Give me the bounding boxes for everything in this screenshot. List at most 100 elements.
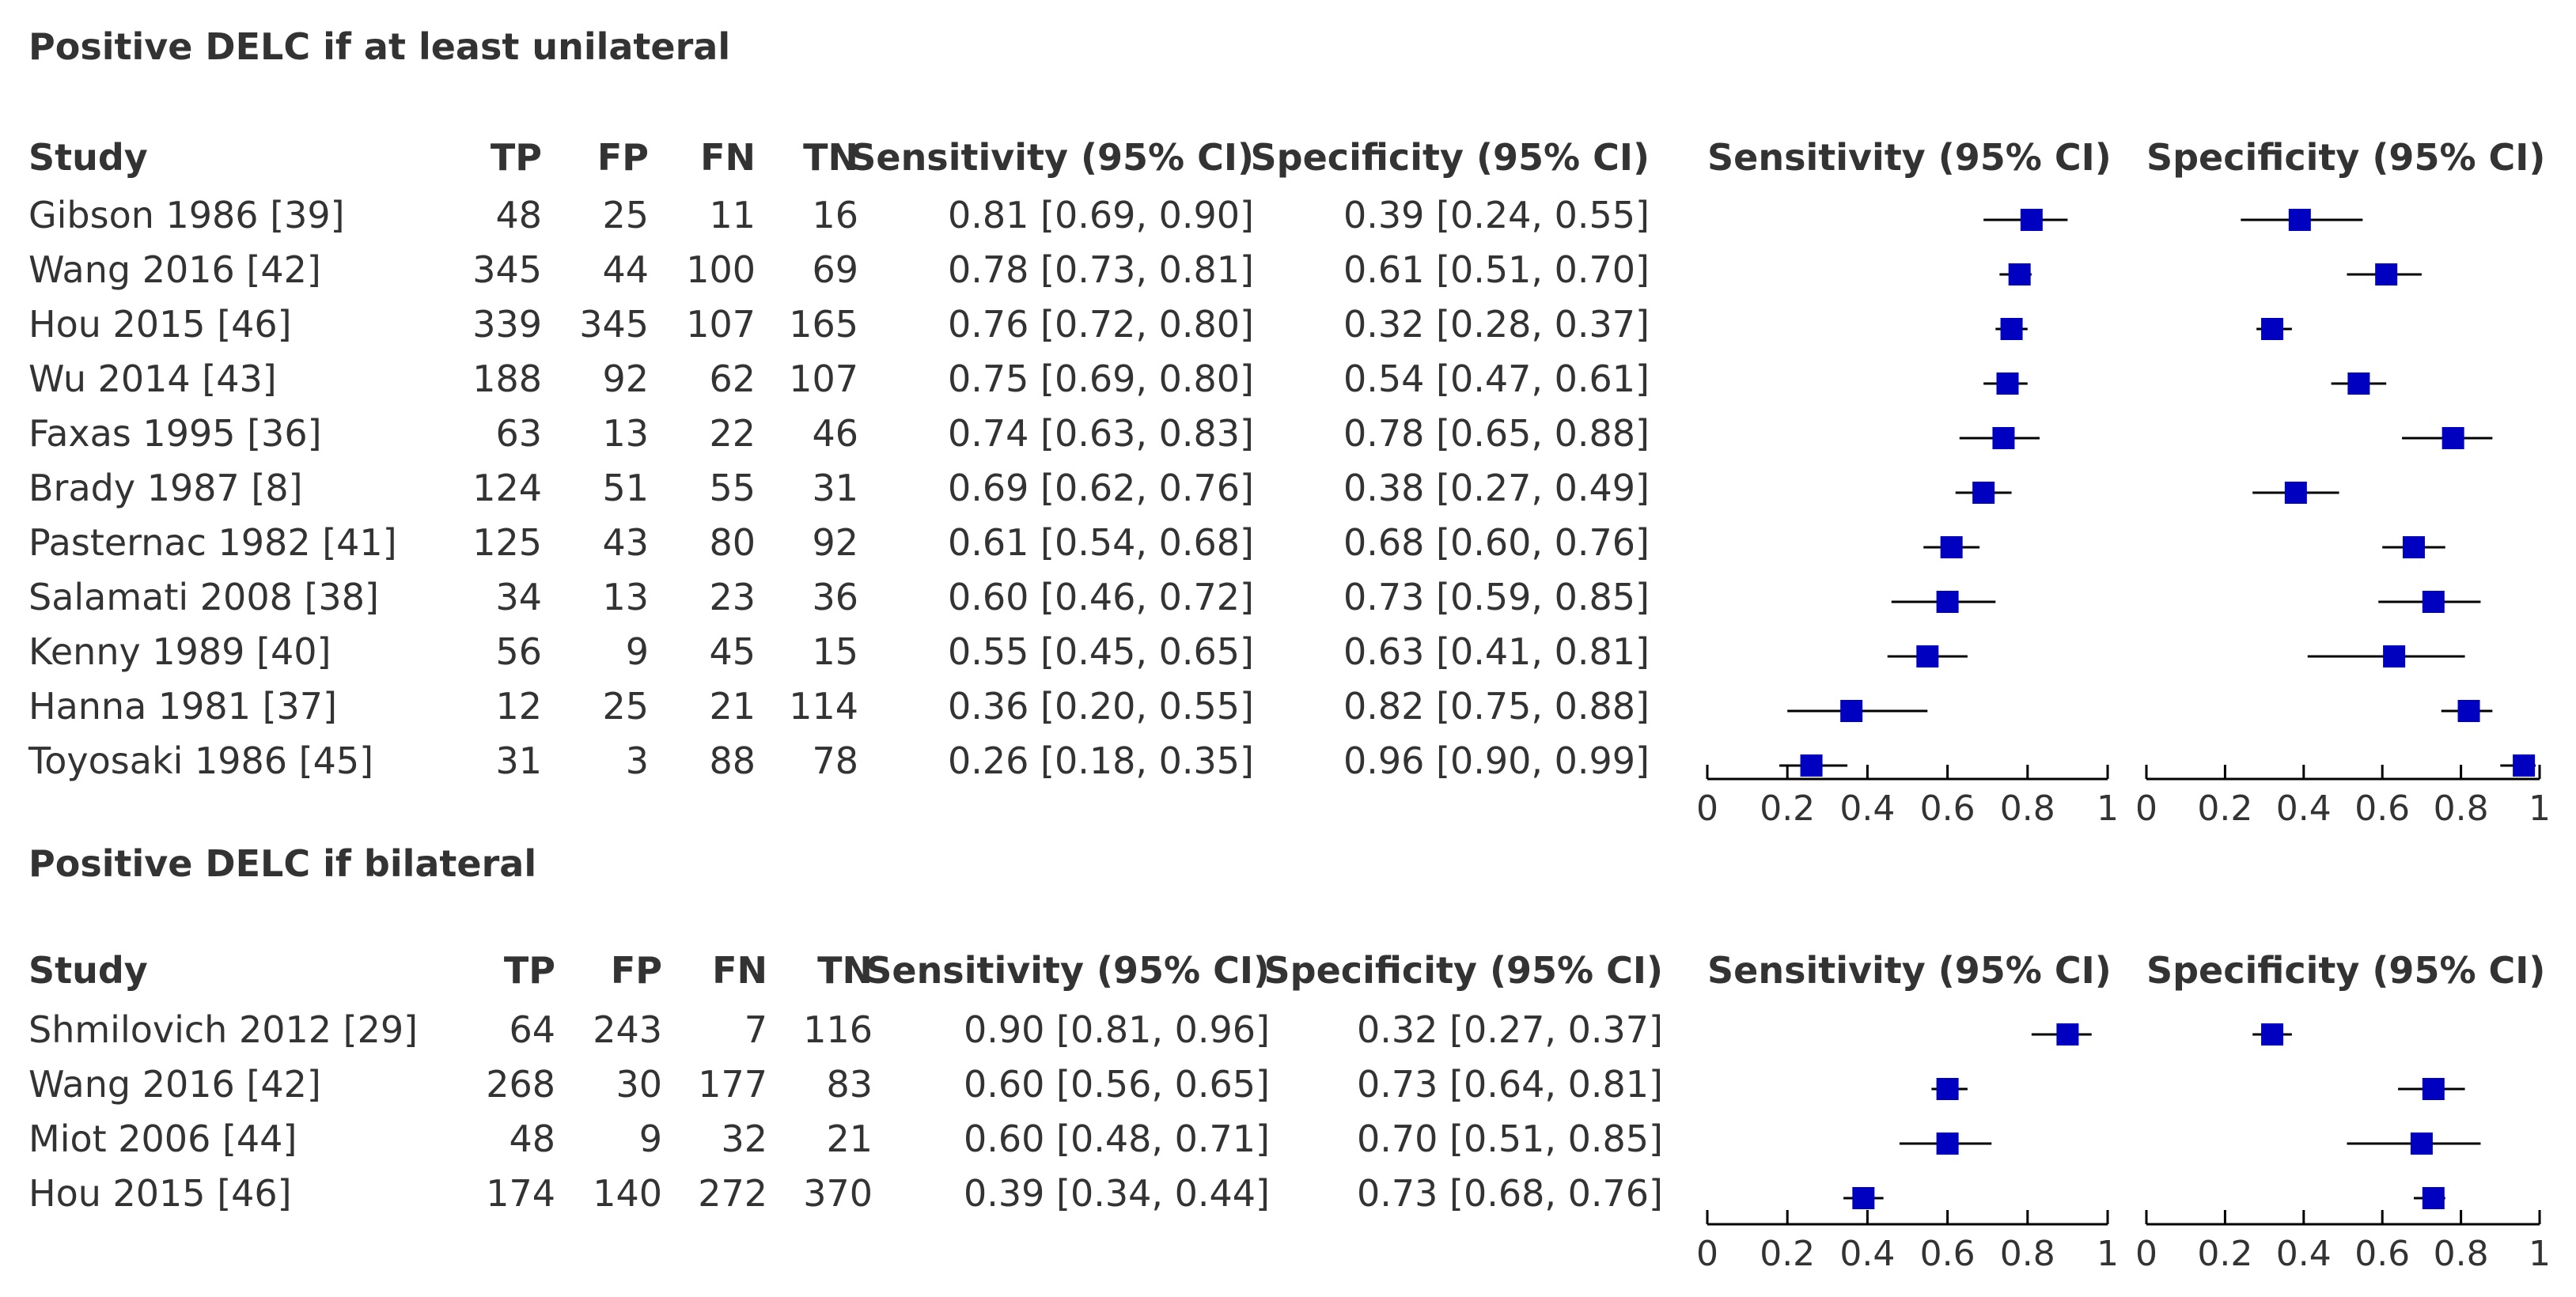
point-estimate-sensitivity	[1936, 591, 1959, 613]
col-header-fn: FN	[700, 136, 756, 179]
cell-tp: 124	[472, 467, 542, 509]
cell-specificity: 0.70 [0.51, 0.85]	[1356, 1117, 1663, 1160]
cell-specificity: 0.73 [0.68, 0.76]	[1356, 1172, 1663, 1215]
cell-specificity: 0.54 [0.47, 0.61]	[1343, 357, 1650, 400]
cell-specificity: 0.39 [0.24, 0.55]	[1343, 194, 1650, 236]
cell-tp: 268	[486, 1063, 555, 1106]
cell-fn: 23	[709, 576, 756, 618]
cell-specificity: 0.63 [0.41, 0.81]	[1343, 630, 1650, 673]
study-name: Kenny 1989 [40]	[28, 630, 331, 673]
cell-fp: 3	[625, 739, 649, 782]
point-estimate-specificity	[2513, 754, 2536, 777]
col-header-fp: FP	[597, 136, 649, 179]
cell-specificity: 0.73 [0.64, 0.81]	[1356, 1063, 1663, 1106]
point-estimate-specificity	[2422, 591, 2445, 613]
tick-label: 0.6	[1920, 788, 1976, 829]
tick-label: 0.2	[1760, 788, 1815, 829]
cell-specificity: 0.68 [0.60, 0.76]	[1343, 521, 1650, 564]
point-estimate-specificity	[2422, 1078, 2445, 1100]
cell-sensitivity: 0.60 [0.56, 0.65]	[963, 1063, 1270, 1106]
col-header-sensitivity: Sensitivity (95% CI)	[850, 136, 1254, 179]
point-estimate-sensitivity	[1972, 482, 1995, 504]
point-estimate-specificity	[2288, 209, 2311, 231]
cell-fp: 25	[602, 685, 649, 728]
plot-header-sensitivity: Sensitivity (95% CI)	[1707, 136, 2112, 179]
cell-fp: 345	[579, 303, 649, 346]
cell-sensitivity: 0.69 [0.62, 0.76]	[947, 467, 1254, 509]
cell-tn: 370	[803, 1172, 873, 1215]
point-estimate-sensitivity	[1996, 372, 2019, 395]
cell-sensitivity: 0.60 [0.46, 0.72]	[947, 576, 1254, 618]
cell-sensitivity: 0.75 [0.69, 0.80]	[947, 357, 1254, 400]
cell-tn: 16	[812, 194, 858, 236]
tick-label: 0	[2135, 1234, 2157, 1274]
cell-tn: 83	[826, 1063, 873, 1106]
point-estimate-sensitivity	[2056, 1023, 2079, 1046]
cell-fn: 62	[709, 357, 756, 400]
tick-label: 0.8	[2434, 788, 2489, 829]
tick-label: 0.2	[2197, 1234, 2252, 1274]
col-header-fn: FN	[712, 949, 767, 992]
cell-tn: 15	[812, 630, 858, 673]
study-name: Wang 2016 [42]	[28, 248, 321, 291]
cell-fn: 100	[686, 248, 756, 291]
point-estimate-specificity	[2422, 1187, 2445, 1209]
col-header-tp: TP	[503, 949, 555, 992]
cell-fn: 22	[709, 412, 756, 455]
cell-fn: 32	[721, 1117, 767, 1160]
col-header-sensitivity: Sensitivity (95% CI)	[866, 949, 1270, 992]
cell-specificity: 0.32 [0.27, 0.37]	[1356, 1008, 1663, 1051]
cell-tn: 78	[812, 739, 858, 782]
tick-label: 1	[2529, 788, 2551, 829]
cell-tn: 165	[789, 303, 858, 346]
tick-label: 0.4	[1839, 1234, 1895, 1274]
cell-fp: 30	[616, 1063, 662, 1106]
tick-label: 0.2	[2197, 788, 2252, 829]
cell-specificity: 0.61 [0.51, 0.70]	[1343, 248, 1650, 291]
cell-specificity: 0.32 [0.28, 0.37]	[1343, 303, 1650, 346]
point-estimate-sensitivity	[1936, 1078, 1959, 1100]
cell-fp: 92	[602, 357, 649, 400]
study-name: Faxas 1995 [36]	[28, 412, 322, 455]
col-header-study: Study	[28, 949, 148, 992]
tick-label: 0.6	[2354, 1234, 2410, 1274]
cell-sensitivity: 0.39 [0.34, 0.44]	[963, 1172, 1270, 1215]
cell-tn: 36	[812, 576, 858, 618]
study-name: Wu 2014 [43]	[28, 357, 277, 400]
col-header-specificity: Specificity (95% CI)	[1250, 136, 1650, 179]
cell-tp: 48	[509, 1117, 555, 1160]
cell-sensitivity: 0.81 [0.69, 0.90]	[947, 194, 1254, 236]
tick-label: 0.8	[2000, 1234, 2055, 1274]
cell-fp: 9	[625, 630, 649, 673]
plot-header-specificity: Specificity (95% CI)	[2146, 136, 2546, 179]
study-name: Wang 2016 [42]	[28, 1063, 321, 1106]
tick-label: 1	[2097, 788, 2119, 829]
point-estimate-specificity	[2457, 700, 2480, 722]
cell-tp: 34	[495, 576, 542, 618]
tick-label: 1	[2097, 1234, 2119, 1274]
cell-fn: 80	[709, 521, 756, 564]
study-name: Salamati 2008 [38]	[28, 576, 379, 618]
point-estimate-specificity	[2383, 645, 2406, 667]
cell-fp: 243	[593, 1008, 662, 1051]
study-name: Brady 1987 [8]	[28, 467, 303, 509]
col-header-tp: TP	[490, 136, 542, 179]
point-estimate-specificity	[2284, 482, 2307, 504]
cell-tn: 69	[812, 248, 858, 291]
point-estimate-sensitivity	[1800, 754, 1823, 777]
cell-tp: 31	[495, 739, 542, 782]
cell-fp: 43	[602, 521, 649, 564]
cell-sensitivity: 0.74 [0.63, 0.83]	[947, 412, 1254, 455]
study-name: Miot 2006 [44]	[28, 1117, 297, 1160]
cell-fn: 88	[709, 739, 756, 782]
plot-header-specificity: Specificity (95% CI)	[2146, 949, 2546, 992]
cell-specificity: 0.82 [0.75, 0.88]	[1343, 685, 1650, 728]
cell-sensitivity: 0.55 [0.45, 0.65]	[947, 630, 1254, 673]
cell-sensitivity: 0.90 [0.81, 0.96]	[963, 1008, 1270, 1051]
tick-label: 0	[2135, 788, 2157, 829]
point-estimate-sensitivity	[2008, 263, 2031, 285]
col-header-tn: TN	[817, 949, 873, 992]
cell-fn: 11	[709, 194, 756, 236]
point-estimate-specificity	[2261, 1023, 2284, 1046]
